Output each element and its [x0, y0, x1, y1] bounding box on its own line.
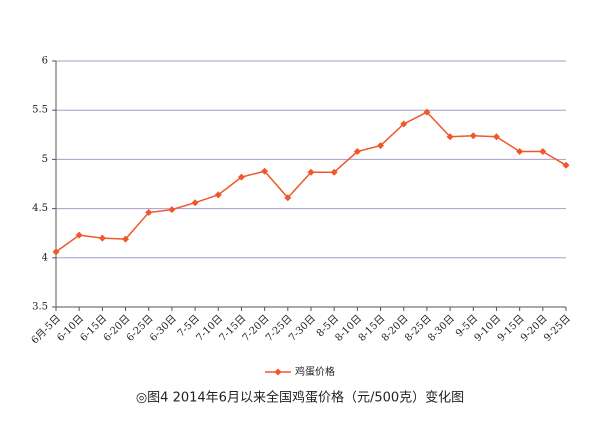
data-point: [377, 142, 385, 150]
x-tick-label: 6-30日: [148, 313, 179, 344]
x-tick-label: 7-30日: [287, 313, 318, 344]
data-point: [98, 234, 106, 242]
data-point: [214, 191, 222, 199]
y-tick-label: 5.5: [32, 105, 48, 116]
y-tick-label: 4: [42, 252, 48, 263]
data-point: [539, 148, 547, 156]
data-point: [492, 133, 500, 141]
x-tick-label: 8-30日: [426, 313, 457, 344]
data-point: [284, 194, 292, 202]
data-point: [52, 248, 60, 256]
data-point: [237, 173, 245, 181]
data-point: [330, 168, 338, 176]
x-tick-label: 9-25日: [542, 313, 573, 344]
x-tick-label: 6月-5日: [29, 312, 63, 346]
data-point: [261, 167, 269, 175]
chart-caption: ◎图4 2014年6月以来全国鸡蛋价格（元/500克）变化图: [136, 390, 464, 406]
data-point: [469, 132, 477, 140]
data-point: [423, 108, 431, 116]
data-point: [353, 148, 361, 156]
legend-label: 鸡蛋价格: [295, 365, 335, 378]
y-tick-label: 5: [42, 154, 48, 165]
data-point: [562, 161, 570, 169]
data-point: [145, 209, 153, 217]
data-point: [516, 148, 524, 156]
y-tick-label: 6: [42, 56, 48, 67]
data-point: [168, 206, 176, 214]
data-point: [191, 199, 199, 207]
y-tick-label: 4.5: [32, 203, 48, 214]
data-point: [122, 235, 130, 243]
legend-marker: [274, 368, 282, 376]
series-line: [55, 111, 567, 253]
data-point: [446, 133, 454, 141]
data-point: [400, 120, 408, 128]
data-point: [307, 168, 315, 176]
data-point: [75, 231, 83, 239]
y-tick-label: 3.5: [32, 302, 48, 313]
